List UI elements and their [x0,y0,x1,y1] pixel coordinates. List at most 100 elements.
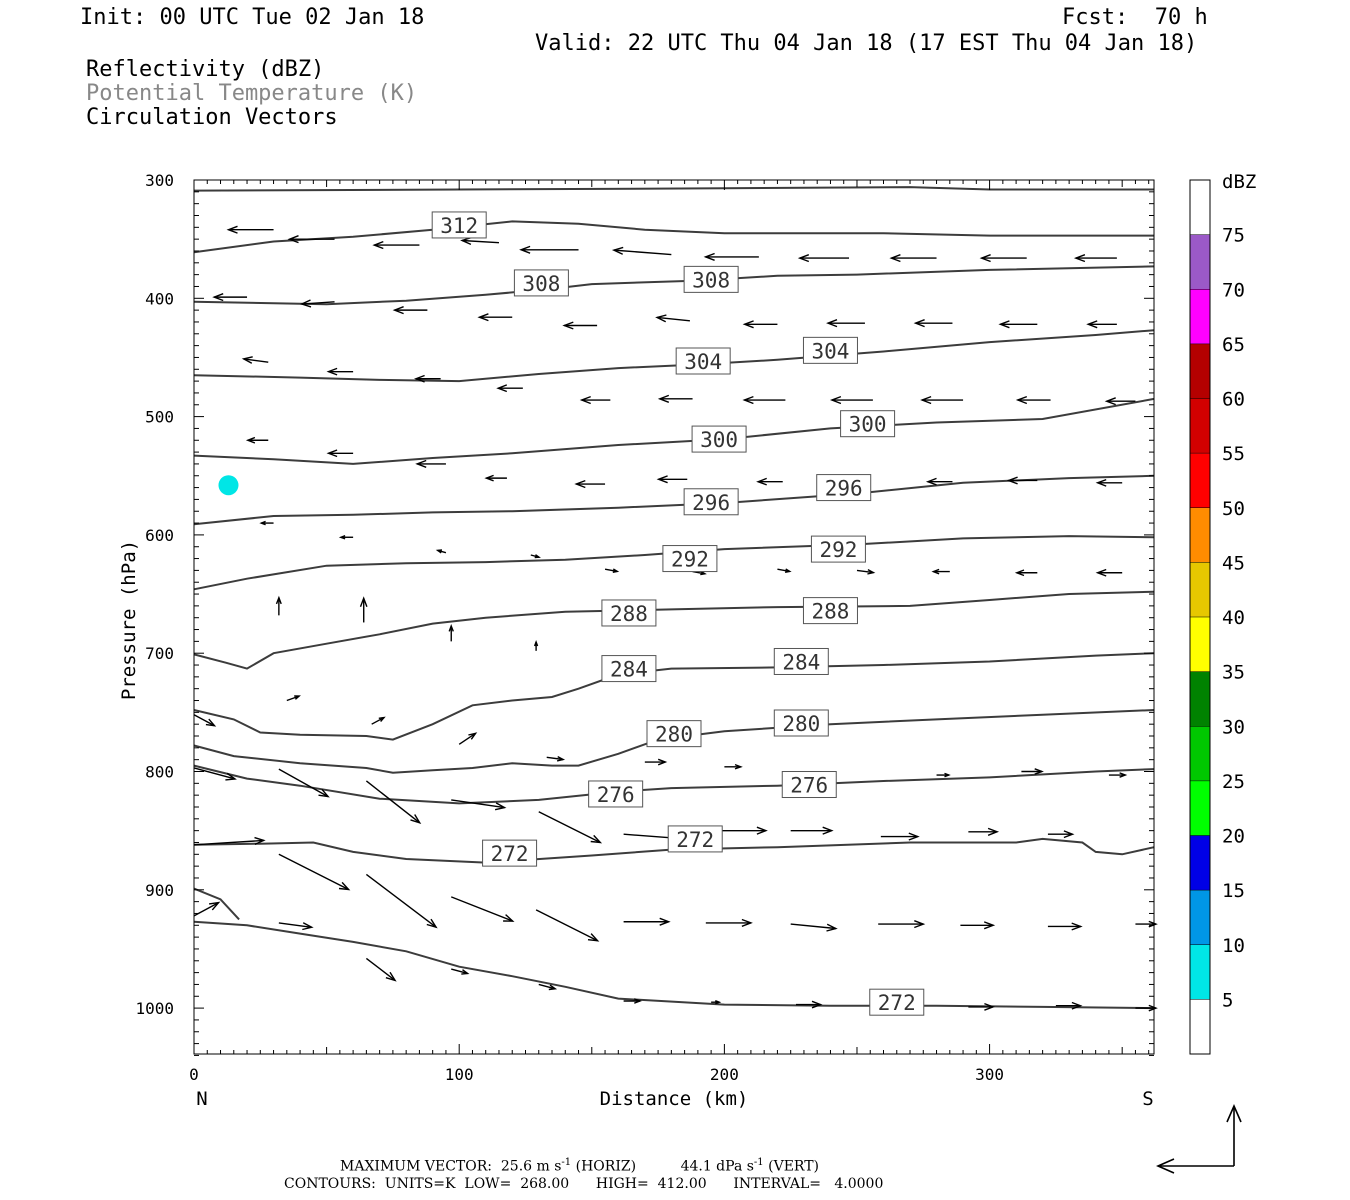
y-tick-label-800: 800 [145,763,174,782]
vector-head-99 [984,1002,995,1011]
circulation-vector-5 [611,246,672,256]
forecast-hour: Fcst: 70 h [1062,5,1208,30]
colorbar-label-5: 5 [1222,989,1233,1011]
contour-label-12: 288 [802,597,858,625]
circulation-vector-46 [530,554,541,559]
vector-shaft-3 [462,239,500,244]
vector-head-89 [1071,922,1083,931]
circulation-vector-34 [326,449,354,458]
contour-label-text-0: 312 [440,214,478,238]
contour-label-14: 284 [773,647,829,675]
circulation-vector-28 [742,395,786,405]
circulation-vector-20 [998,320,1038,329]
theta-contour-276-10 [193,764,1155,805]
colorbar-swatch-15 [1190,180,1210,235]
vector-shaft-72 [538,811,601,844]
vector-shaft-80 [278,853,349,891]
circulation-vector-3 [460,236,500,246]
vector-shaft-93 [365,957,396,981]
theta-contour-312-1 [193,220,1154,254]
vector-head-79 [254,836,266,846]
y-tick-label-600: 600 [145,526,174,545]
circulation-vector-33 [245,436,269,444]
circulation-vector-1 [287,235,335,244]
theta-contour-292-6 [193,535,1155,591]
vector-head-40 [925,477,937,486]
contour-label-6: 300 [840,410,896,438]
vector-head-2 [372,240,384,250]
contour-label-3: 304 [675,347,731,375]
vector-head-3 [460,236,472,246]
circulation-vector-78 [1047,830,1075,839]
circulation-vector-76 [880,832,920,841]
contour-label-box-21 [869,988,925,1016]
vector-head-4 [519,245,531,254]
reflectivity-shading [218,475,239,496]
valid-time: Valid: 22 UTC Thu 04 Jan 18 (17 EST Thu … [535,31,1198,56]
circulation-vector-17 [742,320,778,329]
vector-head-1 [287,235,299,244]
vector-head-5 [611,246,624,255]
colorbar-label-30: 30 [1222,716,1245,738]
contour-label-box-15 [646,720,702,748]
contour-label-box-7 [683,488,739,516]
vector-shaft-68 [193,767,236,780]
vector-shaft-86 [790,923,836,930]
vector-head-42 [1095,478,1107,487]
contour-label-text-14: 284 [782,650,820,674]
vector-head-18 [826,319,838,328]
y-tick-labels: 300 400 500 600 700 800 900 1000 [135,171,174,1018]
vector-head-59 [378,716,386,722]
circulation-vector-27 [657,394,693,403]
y-tick-label-300: 300 [145,171,174,190]
vector-shaft-70 [365,780,421,824]
circulation-vector-47 [604,568,620,573]
vector-head-38 [656,475,668,484]
vector-head-12 [299,299,312,308]
circulation-vector-39 [756,477,783,486]
init-time: Init: 00 UTC Tue 02 Jan 18 [80,5,425,30]
contour-info: CONTOURS: UNITS=K LOW= 268.00 HIGH= 412.… [284,1176,884,1192]
circulation-vector-57 [533,640,539,651]
vector-head-54 [275,595,282,605]
vector-head-52 [1014,569,1025,577]
vector-head-6 [703,252,715,261]
vector-head-62 [556,755,566,762]
vector-head-22 [241,356,253,364]
max-vector-line: MAXIMUM VECTOR: 25.6 m s-1 (HORIZ) 44.1 … [340,1157,819,1175]
vector-head-94 [461,969,470,975]
vector-head-92 [302,922,314,931]
contour-label-box-10 [810,535,866,563]
vector-shaft-83 [535,909,598,942]
vector-shaft-71 [451,799,505,809]
circulation-vector-94 [451,968,470,975]
vector-head-39 [756,477,767,486]
contour-label-7: 296 [683,488,739,516]
circulation-vector-19 [913,319,953,328]
contour-label-20: 272 [667,825,723,853]
colorbar-label-70: 70 [1222,279,1245,301]
vector-shaft-59 [371,716,385,725]
vector-head-14 [477,313,489,322]
vector-shaft-5 [613,249,672,256]
vector-head-20 [998,320,1010,329]
vector-head-16 [655,314,667,323]
vector-head-100 [1071,1001,1083,1010]
contour-label-17: 276 [588,780,644,808]
x-tick-label-300: 300 [975,1065,1004,1084]
vector-head-28 [742,395,754,405]
circulation-vector-61 [193,714,217,727]
circulation-vector-9 [979,254,1027,263]
circulation-vector-7 [797,254,850,263]
circulation-vector-92 [278,922,314,931]
colorbar-label-50: 50 [1222,498,1245,520]
vector-shaft-92 [278,922,312,929]
vector-shaft-69 [278,768,329,798]
y-tick-label-900: 900 [145,881,174,900]
theta-contour-268-13 [193,887,240,921]
colorbar-label-10: 10 [1222,935,1245,957]
contour-label-text-16: 280 [782,712,820,736]
theta-contour-272-12 [193,920,1155,1010]
field-theta: Potential Temperature (K) [86,81,418,106]
contour-label-2: 308 [683,265,739,293]
